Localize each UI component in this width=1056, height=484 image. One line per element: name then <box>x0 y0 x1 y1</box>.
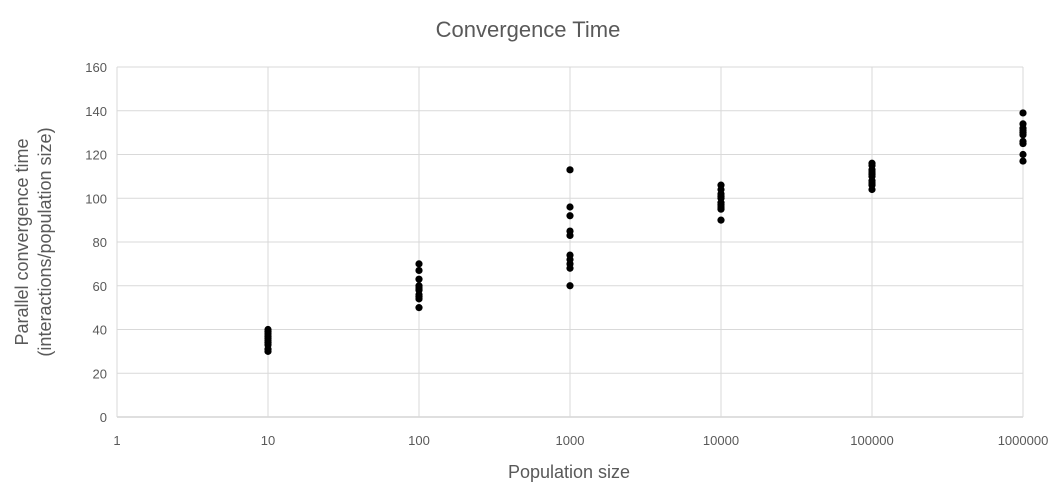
data-point <box>415 260 423 268</box>
data-point <box>415 304 423 312</box>
gridlines <box>116 66 1024 418</box>
data-point <box>1019 109 1027 117</box>
x-tick-label: 1000 <box>556 433 585 448</box>
data-point <box>717 216 725 224</box>
y-axis-ticks: 0 20 40 60 80 100 120 140 160 <box>85 60 107 425</box>
x-tick-label: 100000 <box>850 433 893 448</box>
data-point <box>415 275 423 283</box>
y-tick-label: 40 <box>93 323 107 338</box>
y-tick-label: 140 <box>85 104 107 119</box>
data-points <box>264 109 1027 355</box>
chart-title: Convergence Time <box>436 17 621 42</box>
x-tick-label: 1 <box>113 433 120 448</box>
y-tick-label: 0 <box>100 410 107 425</box>
y-axis-label-group: Parallel convergence time (interactions/… <box>12 127 55 356</box>
y-tick-label: 20 <box>93 366 107 381</box>
y-axis-label-line-1: Parallel convergence time <box>12 138 32 345</box>
y-tick-label: 80 <box>93 235 107 250</box>
data-point <box>868 159 876 167</box>
x-tick-label: 1000000 <box>998 433 1049 448</box>
x-axis-ticks: 1 10 100 1000 10000 100000 1000000 <box>113 433 1048 448</box>
data-point <box>566 251 574 259</box>
y-tick-label: 120 <box>85 148 107 163</box>
data-point <box>566 282 574 290</box>
y-tick-label: 160 <box>85 60 107 75</box>
data-point <box>1019 150 1027 159</box>
y-tick-label: 60 <box>93 279 107 294</box>
data-point <box>566 166 574 174</box>
data-point <box>566 203 574 211</box>
data-point <box>1019 137 1027 145</box>
x-axis-label: Population size <box>508 462 630 482</box>
data-point <box>717 181 725 189</box>
y-axis-label-line-2: (interactions/population size) <box>35 127 55 356</box>
data-point <box>1019 120 1027 128</box>
x-tick-label: 10 <box>261 433 275 448</box>
data-point <box>566 212 574 220</box>
data-point <box>415 282 423 290</box>
data-point <box>1019 157 1027 165</box>
data-point <box>566 227 574 235</box>
data-point <box>415 266 423 275</box>
data-point <box>264 325 272 334</box>
x-tick-label: 10000 <box>703 433 739 448</box>
y-tick-label: 100 <box>85 191 107 206</box>
x-tick-label: 100 <box>408 433 430 448</box>
